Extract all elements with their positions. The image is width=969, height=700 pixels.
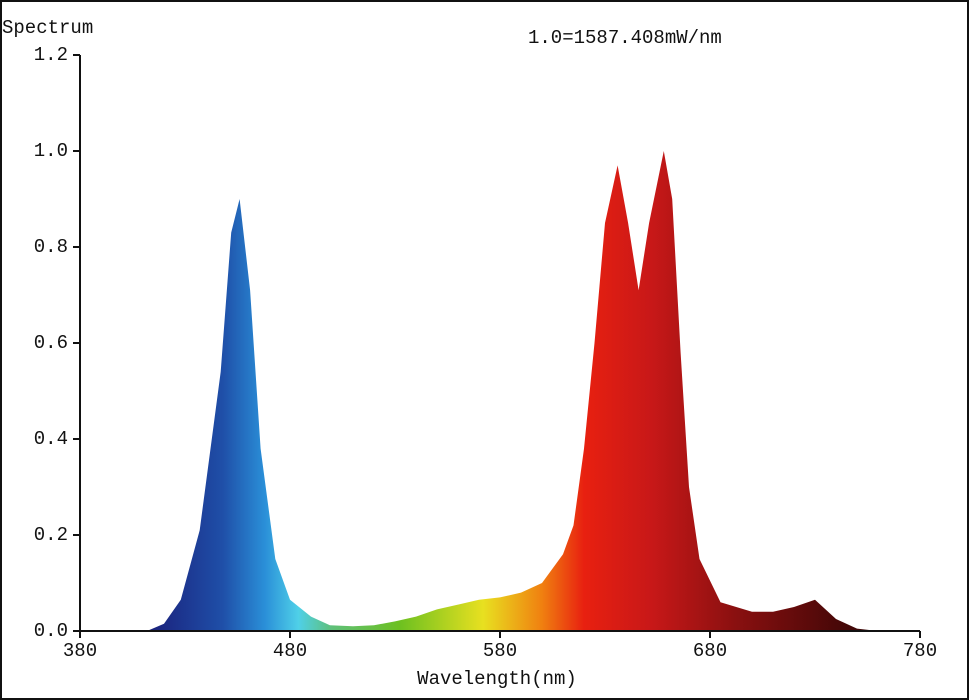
x-axis-label: Wavelength(nm)	[417, 668, 577, 690]
x-tick-label: 680	[693, 640, 727, 662]
x-tick-label: 580	[483, 640, 517, 662]
y-tick-label: 0.6	[34, 332, 68, 354]
annotation: 1.0=1587.408mW/nm	[528, 27, 722, 49]
y-tick-label: 0.4	[34, 428, 68, 450]
y-tick-label: 0.2	[34, 524, 68, 546]
y-tick-label: 0.8	[34, 236, 68, 258]
x-tick-label: 380	[63, 640, 97, 662]
y-tick-label: 0.0	[34, 620, 68, 642]
chart-title: Spectrum	[2, 17, 93, 39]
spectrum-area	[80, 151, 920, 631]
x-tick-label: 480	[273, 640, 307, 662]
x-tick-label: 780	[903, 640, 937, 662]
y-tick-label: 1.2	[34, 44, 68, 66]
y-tick-label: 1.0	[34, 140, 68, 162]
